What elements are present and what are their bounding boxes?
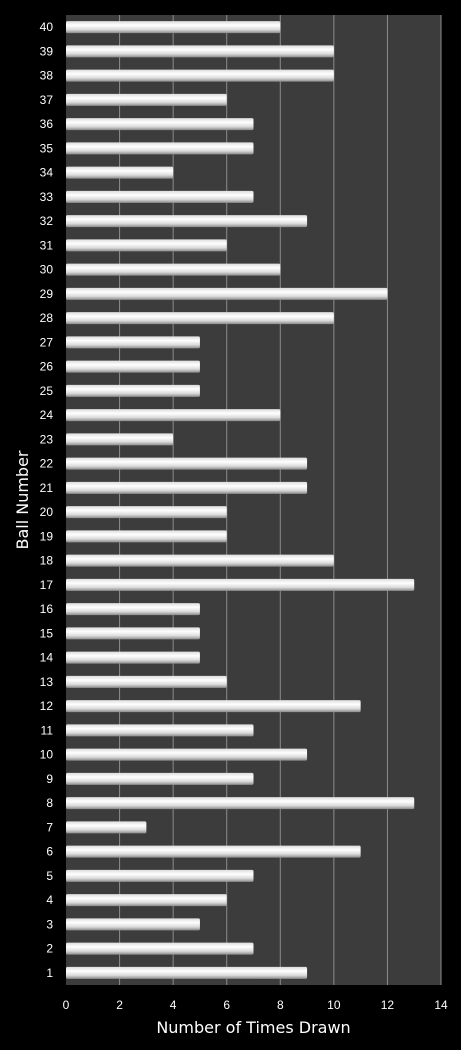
y-tick-label-16: 16: [40, 602, 54, 616]
y-tick-label-37: 37: [40, 93, 54, 107]
y-tick-label-29: 29: [40, 287, 54, 301]
bar-ball-8: [66, 797, 415, 810]
y-tick-label-40: 40: [40, 20, 54, 34]
y-tick-label-13: 13: [40, 675, 54, 689]
y-tick-label-8: 8: [46, 796, 53, 810]
bar-ball-40: [66, 21, 281, 34]
y-tick-label-7: 7: [46, 820, 53, 834]
y-tick-label-34: 34: [40, 166, 54, 180]
x-tick-label-10: 10: [327, 998, 341, 1012]
y-tick-label-1: 1: [46, 966, 53, 980]
y-tick-label-24: 24: [40, 408, 54, 422]
y-tick-label-11: 11: [41, 723, 54, 737]
y-tick-label-20: 20: [40, 505, 54, 519]
bar-ball-7: [66, 821, 147, 834]
x-tick-labels: 0 2 4 6 8 10 12 14: [63, 998, 448, 1012]
bar-ball-38: [66, 69, 334, 82]
y-tick-label-10: 10: [40, 748, 54, 762]
bar-ball-21: [66, 481, 308, 494]
x-tick-label-0: 0: [63, 998, 70, 1012]
bar-ball-17: [66, 578, 415, 591]
y-tick-label-23: 23: [40, 432, 54, 446]
bar-ball-30: [66, 263, 281, 276]
bar-ball-2: [66, 942, 254, 955]
bar-ball-24: [66, 409, 281, 422]
y-tick-label-33: 33: [40, 190, 54, 204]
bar-ball-27: [66, 336, 200, 349]
bar-ball-19: [66, 530, 227, 543]
bar-ball-16: [66, 603, 200, 616]
bar-ball-29: [66, 287, 388, 300]
y-tick-label-6: 6: [46, 845, 53, 859]
bar-ball-33: [66, 190, 254, 203]
y-tick-label-5: 5: [46, 869, 53, 883]
bar-ball-32: [66, 215, 308, 228]
x-tick-label-12: 12: [381, 998, 395, 1012]
bar-ball-3: [66, 918, 200, 931]
bar-ball-39: [66, 45, 334, 58]
x-tick-label-8: 8: [277, 998, 284, 1012]
y-tick-label-14: 14: [40, 651, 54, 665]
x-tick-label-2: 2: [116, 998, 123, 1012]
y-tick-label-39: 39: [40, 44, 54, 58]
x-axis-title: Number of Times Drawn: [156, 1018, 350, 1037]
bar-ball-20: [66, 506, 227, 519]
y-tick-label-2: 2: [46, 942, 53, 956]
bar-ball-34: [66, 166, 174, 179]
bar-ball-6: [66, 845, 361, 858]
y-tick-label-35: 35: [40, 141, 54, 155]
bar-ball-1: [66, 966, 308, 979]
y-tick-label-17: 17: [40, 578, 54, 592]
bar-ball-26: [66, 360, 200, 373]
y-tick-label-30: 30: [40, 263, 54, 277]
y-tick-label-12: 12: [40, 699, 54, 713]
y-tick-label-38: 38: [40, 69, 54, 83]
x-tick-label-14: 14: [434, 998, 448, 1012]
bar-ball-37: [66, 93, 227, 106]
bar-ball-28: [66, 312, 334, 325]
y-tick-label-3: 3: [46, 917, 53, 931]
x-tick-label-4: 4: [170, 998, 177, 1012]
y-tick-label-27: 27: [40, 335, 54, 349]
bars: [66, 21, 415, 979]
bar-ball-9: [66, 772, 254, 785]
y-tick-label-26: 26: [40, 360, 54, 374]
bar-ball-25: [66, 384, 200, 397]
y-tick-label-15: 15: [40, 626, 54, 640]
bar-ball-10: [66, 748, 308, 761]
y-tick-label-28: 28: [40, 311, 54, 325]
bar-ball-12: [66, 700, 361, 713]
y-tick-label-4: 4: [46, 893, 53, 907]
y-tick-label-36: 36: [40, 117, 54, 131]
bar-ball-35: [66, 142, 254, 155]
bar-ball-36: [66, 118, 254, 131]
bar-ball-5: [66, 869, 254, 882]
y-tick-label-21: 21: [40, 481, 54, 495]
bar-ball-31: [66, 239, 227, 252]
y-tick-labels: 1234567891011121314151617181920212223242…: [40, 20, 54, 980]
y-tick-label-31: 31: [40, 238, 54, 252]
y-tick-label-18: 18: [40, 554, 54, 568]
plot-area: [66, 15, 441, 985]
bar-ball-15: [66, 627, 200, 640]
bar-ball-18: [66, 554, 334, 567]
y-tick-label-19: 19: [40, 529, 54, 543]
bar-ball-23: [66, 433, 174, 446]
bar-ball-13: [66, 675, 227, 688]
y-tick-label-9: 9: [46, 772, 53, 786]
y-tick-label-25: 25: [40, 384, 54, 398]
bar-ball-14: [66, 651, 200, 664]
y-axis-title: Ball Number: [13, 450, 32, 549]
bar-ball-11: [66, 724, 254, 737]
bar-ball-22: [66, 457, 308, 470]
bar-ball-4: [66, 894, 227, 907]
y-tick-label-22: 22: [40, 457, 54, 471]
x-tick-label-6: 6: [223, 998, 230, 1012]
y-tick-label-32: 32: [40, 214, 54, 228]
